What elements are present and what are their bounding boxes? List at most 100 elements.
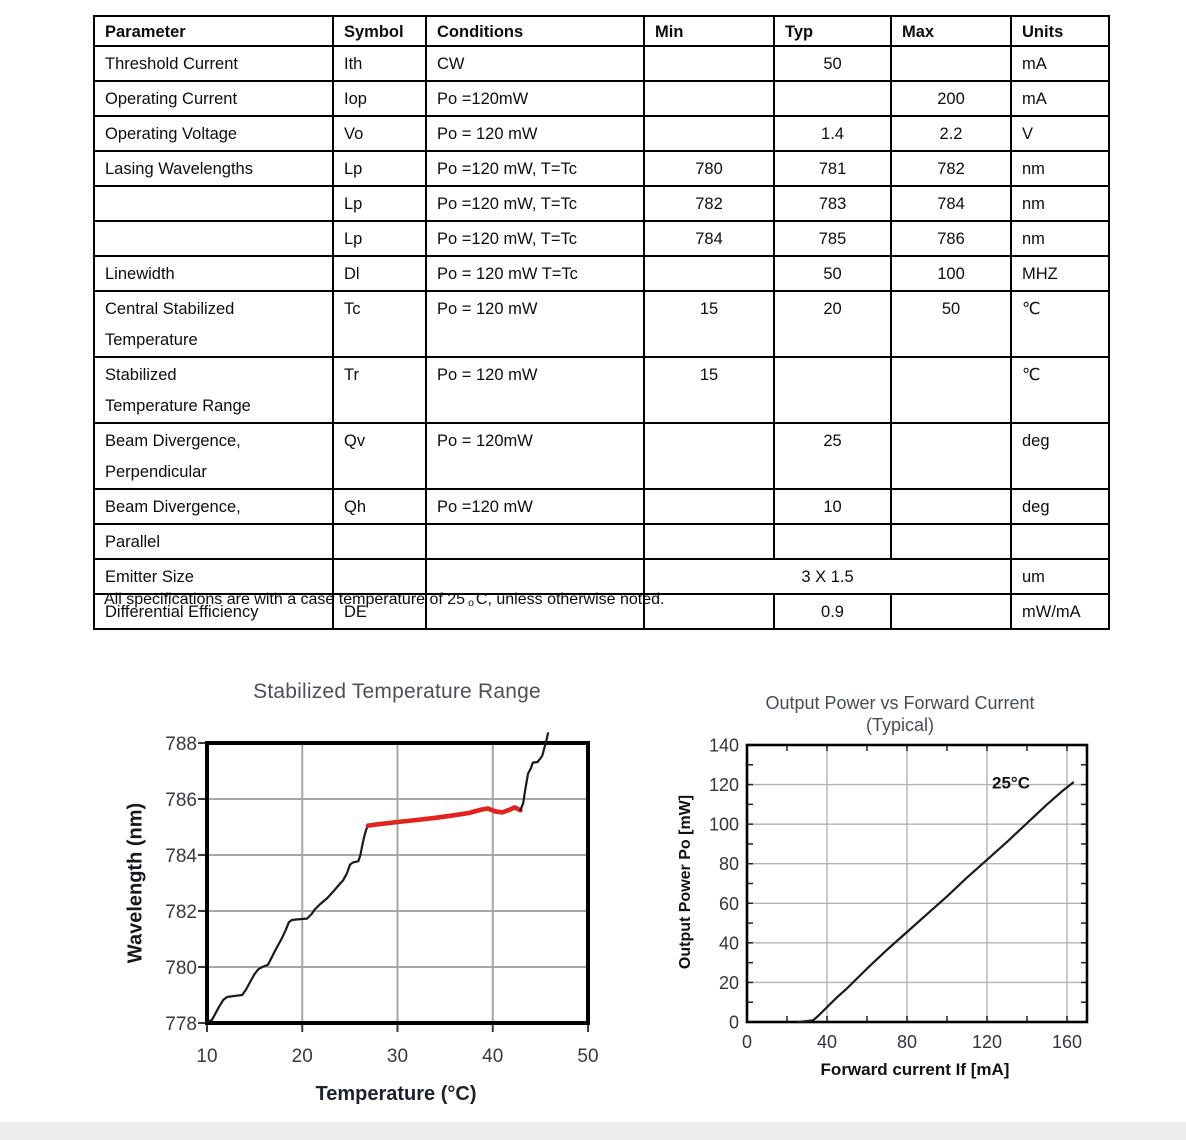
table-cell: [643, 45, 775, 82]
column-header: Units: [1010, 15, 1110, 47]
x-tick-label: 20: [292, 1046, 313, 1067]
x-tick-label: 50: [577, 1046, 598, 1067]
table-cell: Lp: [332, 185, 427, 222]
table-row: Central Stabilized Temperature Tc Po = 120…: [93, 290, 1110, 358]
table-cell: [890, 593, 1012, 630]
table-cell: Qv: [332, 422, 427, 490]
table-cell: Dl: [332, 255, 427, 292]
table-cell: [773, 523, 892, 560]
table-cell: 100: [890, 255, 1012, 292]
table-cell: Po = 120mW: [425, 422, 645, 490]
column-header: Parameter: [93, 15, 334, 47]
table-row: Operating Voltage Vo Po = 120 mW 1.4 2.2 V: [93, 115, 1110, 152]
y-tick-label: 80: [719, 854, 739, 874]
table-cell: 783: [773, 185, 892, 222]
table-cell: [773, 80, 892, 117]
x-tick-label: 40: [482, 1046, 503, 1067]
table-cell: [425, 593, 645, 630]
table-cell: 786: [890, 220, 1012, 257]
table-cell: Po =120mW: [425, 80, 645, 117]
chart1-x-axis-label: Temperature (°C): [315, 1083, 477, 1105]
table-cell: V: [1010, 115, 1110, 152]
table-cell: [890, 523, 1012, 560]
note-suffix: C, unless otherwise noted.: [475, 591, 665, 608]
table-row: Lp Po =120 mW, T=Tc 782 783 784 nm: [93, 185, 1110, 222]
table-cell: Qh: [332, 488, 427, 525]
table-cell: [890, 356, 1012, 424]
chart2-subtitle: (Typical): [865, 715, 934, 735]
table-cell: 25: [773, 422, 892, 490]
table-cell: 50: [890, 290, 1012, 358]
table-cell: [890, 488, 1012, 525]
table-cell: Iop: [332, 80, 427, 117]
table-cell: 785: [773, 220, 892, 257]
table-cell: 15: [643, 356, 775, 424]
table-cell: 782: [890, 150, 1012, 187]
table-cell: mW/mA: [1010, 593, 1110, 630]
table-row: Operating Current Iop Po =120mW 200 mA: [93, 80, 1110, 117]
table-row: Lp Po =120 mW, T=Tc 784 785 786 nm: [93, 220, 1110, 257]
y-tick-label: 140: [709, 735, 739, 755]
table-cell: 780: [643, 150, 775, 187]
table-cell: 0.9: [773, 593, 892, 630]
table-row: Emitter Size 3 X 1.5 um: [93, 558, 1110, 595]
table-cell: Po = 120 mW: [425, 115, 645, 152]
table-cell: deg: [1010, 422, 1110, 490]
table-cell: [890, 45, 1012, 82]
table-cell: Tr: [332, 356, 427, 424]
x-tick-label: 30: [387, 1046, 408, 1067]
table-cell: 3 X 1.5: [643, 558, 1012, 595]
chart-output-power-vs-forward-current: 0 40 80 120 160 0 20 40 60 80 100 120 140 25°C: [709, 735, 1089, 1052]
table-cell: [425, 558, 645, 595]
table-cell: mA: [1010, 80, 1110, 117]
x-tick-label: 40: [817, 1032, 837, 1052]
table-cell: nm: [1010, 185, 1110, 222]
table-cell: 1.4: [773, 115, 892, 152]
table-cell: 15: [643, 290, 775, 358]
table-cell: Parallel: [93, 523, 334, 560]
table-cell: Lp: [332, 150, 427, 187]
table-cell: Po =120 mW: [425, 488, 645, 525]
column-header: Min: [643, 15, 775, 47]
table-cell: Lasing Wavelengths: [93, 150, 334, 187]
table-cell: Threshold Current: [93, 45, 334, 82]
y-tick-label: 120: [709, 775, 739, 795]
table-cell: [643, 255, 775, 292]
table-cell: Beam Divergence, Perpendicular: [93, 422, 334, 490]
table-cell: nm: [1010, 220, 1110, 257]
table-row: Beam Divergence, Qh Po =120 mW 10 deg: [93, 488, 1110, 525]
chart-stabilized-temperature-range: 10 20 30 40 50 778 780 782 784 786 788: [165, 732, 599, 1067]
column-header: Symbol: [332, 15, 427, 47]
y-tick-label: 784: [165, 846, 197, 867]
table-cell: 20: [773, 290, 892, 358]
chart1-title: Stabilized Temperature Range: [253, 680, 541, 703]
chart2-title: Output Power vs Forward Current: [765, 693, 1035, 713]
table-cell: [643, 593, 775, 630]
table-cell: [643, 523, 775, 560]
output-power-line: [797, 781, 1075, 1024]
table-cell: [332, 558, 427, 595]
plot-border: [745, 743, 1089, 1024]
wavelength-curve-lower: [205, 824, 370, 1023]
table-cell: Beam Divergence,: [93, 488, 334, 525]
x-tick-label: 10: [196, 1046, 217, 1067]
table-row: Threshold Current Ith CW 50 mA: [93, 45, 1110, 82]
y-tick-label: 778: [165, 1014, 197, 1035]
table-cell: Po =120 mW, T=Tc: [425, 150, 645, 187]
table-row: Parallel: [93, 523, 1110, 560]
table-cell: Central Stabilized Temperature: [93, 290, 334, 358]
table-cell: DE: [332, 593, 427, 630]
table-cell: Po =120 mW, T=Tc: [425, 185, 645, 222]
table-cell: mA: [1010, 45, 1110, 82]
table-cell: Stabilized Temperature Range: [93, 356, 334, 424]
table-cell: [643, 422, 775, 490]
table-cell: Emitter Size: [93, 558, 334, 595]
table-row: Differential Efficiency DE 0.9 mW/mA: [93, 593, 1110, 630]
table-row: Lasing Wavelengths Lp Po =120 mW, T=Tc 780 7…: [93, 150, 1110, 187]
table-cell: 784: [643, 220, 775, 257]
column-header: Conditions: [425, 15, 645, 47]
note-degree-o: o: [468, 597, 474, 609]
table-cell: 784: [890, 185, 1012, 222]
wavelength-curve-upper: [519, 732, 550, 812]
